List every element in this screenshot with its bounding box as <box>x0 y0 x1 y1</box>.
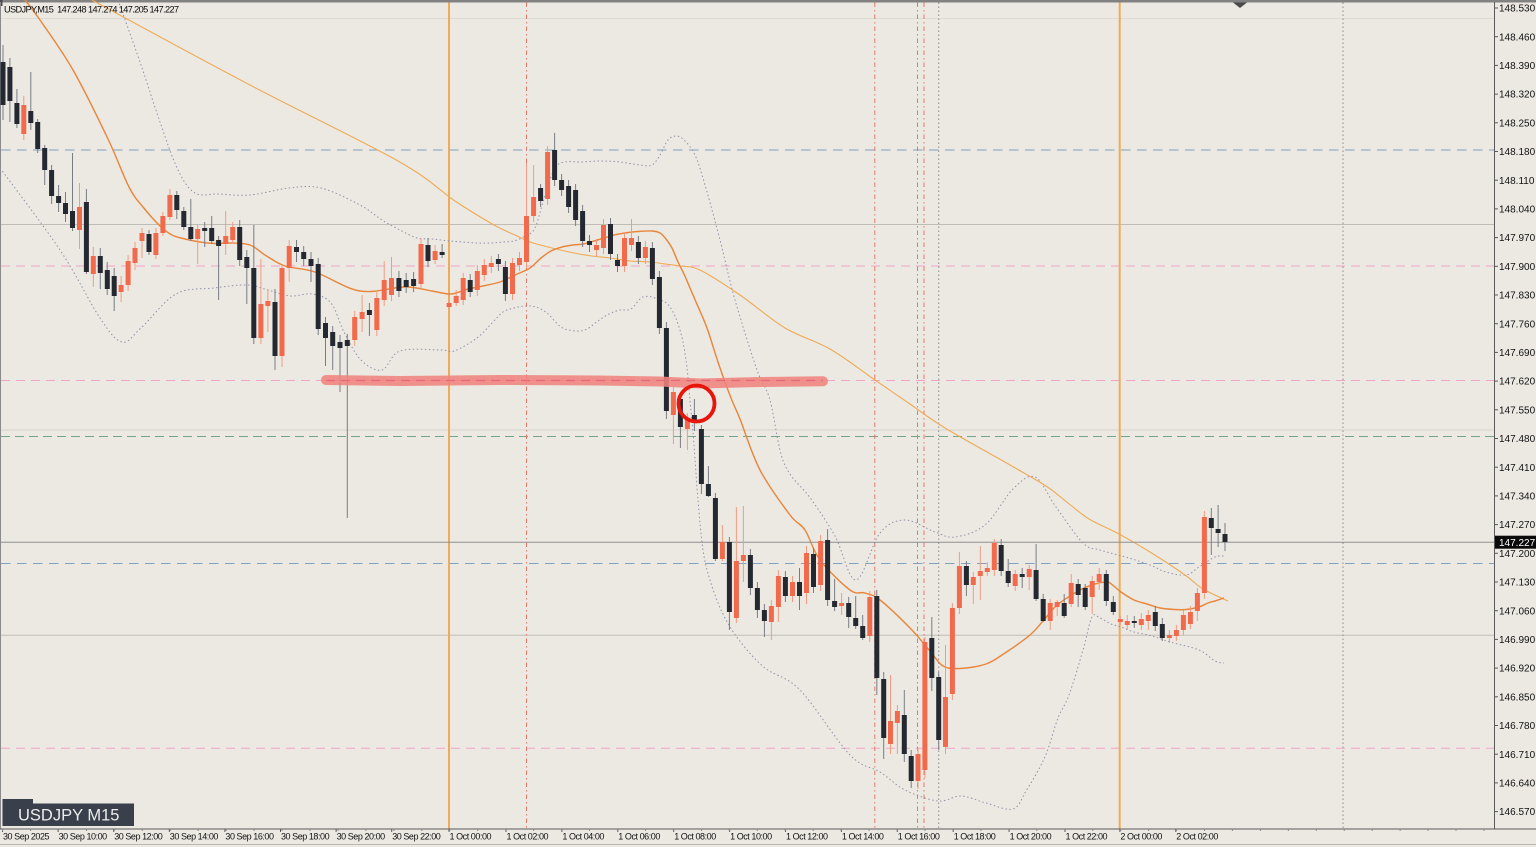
svg-text:1 Oct 08:00: 1 Oct 08:00 <box>674 832 716 842</box>
svg-text:147.760: 147.760 <box>1499 319 1536 330</box>
svg-text:146.640: 146.640 <box>1499 779 1536 790</box>
svg-text:148.320: 148.320 <box>1499 90 1536 101</box>
svg-text:USDJPY,M15 147.248 147.274 14: USDJPY,M15 147.248 147.274 147.205 147.2… <box>4 5 179 15</box>
svg-text:30 Sep 18:00: 30 Sep 18:00 <box>281 832 330 842</box>
svg-text:146.570: 146.570 <box>1499 807 1536 818</box>
svg-text:1 Oct 22:00: 1 Oct 22:00 <box>1066 832 1108 842</box>
svg-text:147.227: 147.227 <box>1499 538 1536 549</box>
svg-text:1 Oct 14:00: 1 Oct 14:00 <box>842 832 884 842</box>
svg-text:1 Oct 02:00: 1 Oct 02:00 <box>507 832 549 842</box>
svg-text:30 Sep 14:00: 30 Sep 14:00 <box>170 832 219 842</box>
svg-text:2 Oct 02:00: 2 Oct 02:00 <box>1176 832 1218 842</box>
svg-text:147.620: 147.620 <box>1499 377 1536 388</box>
svg-text:146.990: 146.990 <box>1499 635 1536 646</box>
svg-text:148.040: 148.040 <box>1499 205 1536 216</box>
svg-text:1 Oct 16:00: 1 Oct 16:00 <box>898 832 940 842</box>
svg-text:147.900: 147.900 <box>1499 262 1536 273</box>
svg-text:1 Oct 06:00: 1 Oct 06:00 <box>618 832 660 842</box>
svg-text:USDJPY M15: USDJPY M15 <box>18 807 119 825</box>
svg-text:147.970: 147.970 <box>1499 233 1536 244</box>
svg-text:147.200: 147.200 <box>1499 549 1536 560</box>
svg-text:146.710: 146.710 <box>1499 750 1536 761</box>
svg-text:1 Oct 12:00: 1 Oct 12:00 <box>786 832 828 842</box>
svg-text:147.830: 147.830 <box>1499 291 1536 302</box>
svg-text:147.410: 147.410 <box>1499 463 1536 474</box>
svg-text:30 Sep 20:00: 30 Sep 20:00 <box>337 832 386 842</box>
svg-text:148.530: 148.530 <box>1499 4 1536 15</box>
svg-text:147.340: 147.340 <box>1499 492 1536 503</box>
svg-text:147.690: 147.690 <box>1499 348 1536 359</box>
svg-text:30 Sep 10:00: 30 Sep 10:00 <box>59 832 108 842</box>
svg-text:147.480: 147.480 <box>1499 434 1536 445</box>
svg-text:30 Sep 22:00: 30 Sep 22:00 <box>392 832 441 842</box>
svg-text:148.460: 148.460 <box>1499 32 1536 43</box>
svg-text:1 Oct 10:00: 1 Oct 10:00 <box>730 832 772 842</box>
svg-text:146.920: 146.920 <box>1499 664 1536 675</box>
svg-text:147.270: 147.270 <box>1499 520 1536 531</box>
svg-text:30 Sep 16:00: 30 Sep 16:00 <box>225 832 274 842</box>
svg-text:148.110: 148.110 <box>1499 176 1535 187</box>
svg-text:147.130: 147.130 <box>1499 578 1536 589</box>
svg-text:148.250: 148.250 <box>1499 118 1536 129</box>
svg-text:1 Oct 00:00: 1 Oct 00:00 <box>450 832 492 842</box>
svg-text:147.060: 147.060 <box>1499 606 1536 617</box>
svg-text:1 Oct 04:00: 1 Oct 04:00 <box>562 832 604 842</box>
svg-text:1 Oct 20:00: 1 Oct 20:00 <box>1010 832 1052 842</box>
svg-text:148.390: 148.390 <box>1499 61 1536 72</box>
svg-text:2 Oct 00:00: 2 Oct 00:00 <box>1120 832 1162 842</box>
svg-text:148.180: 148.180 <box>1499 147 1536 158</box>
svg-text:1 Oct 18:00: 1 Oct 18:00 <box>954 832 996 842</box>
svg-text:30 Sep 2025: 30 Sep 2025 <box>3 832 50 842</box>
svg-text:30 Sep 12:00: 30 Sep 12:00 <box>114 832 163 842</box>
svg-text:147.550: 147.550 <box>1499 405 1536 416</box>
svg-text:146.780: 146.780 <box>1499 721 1536 732</box>
svg-text:146.850: 146.850 <box>1499 692 1536 703</box>
